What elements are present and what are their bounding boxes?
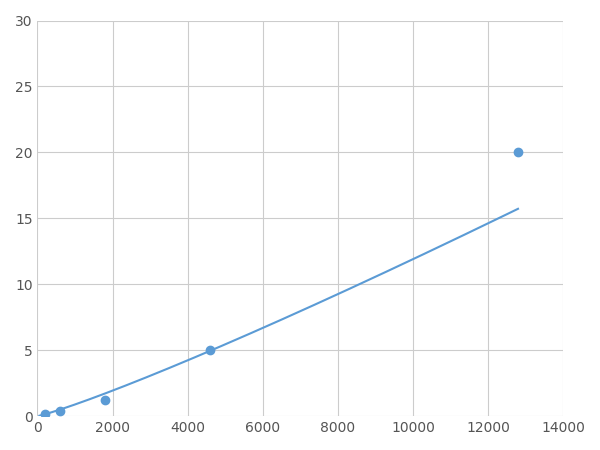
Point <box>100 397 110 404</box>
Point <box>55 407 65 414</box>
Point <box>513 149 523 156</box>
Point <box>205 346 215 354</box>
Point <box>40 410 50 417</box>
